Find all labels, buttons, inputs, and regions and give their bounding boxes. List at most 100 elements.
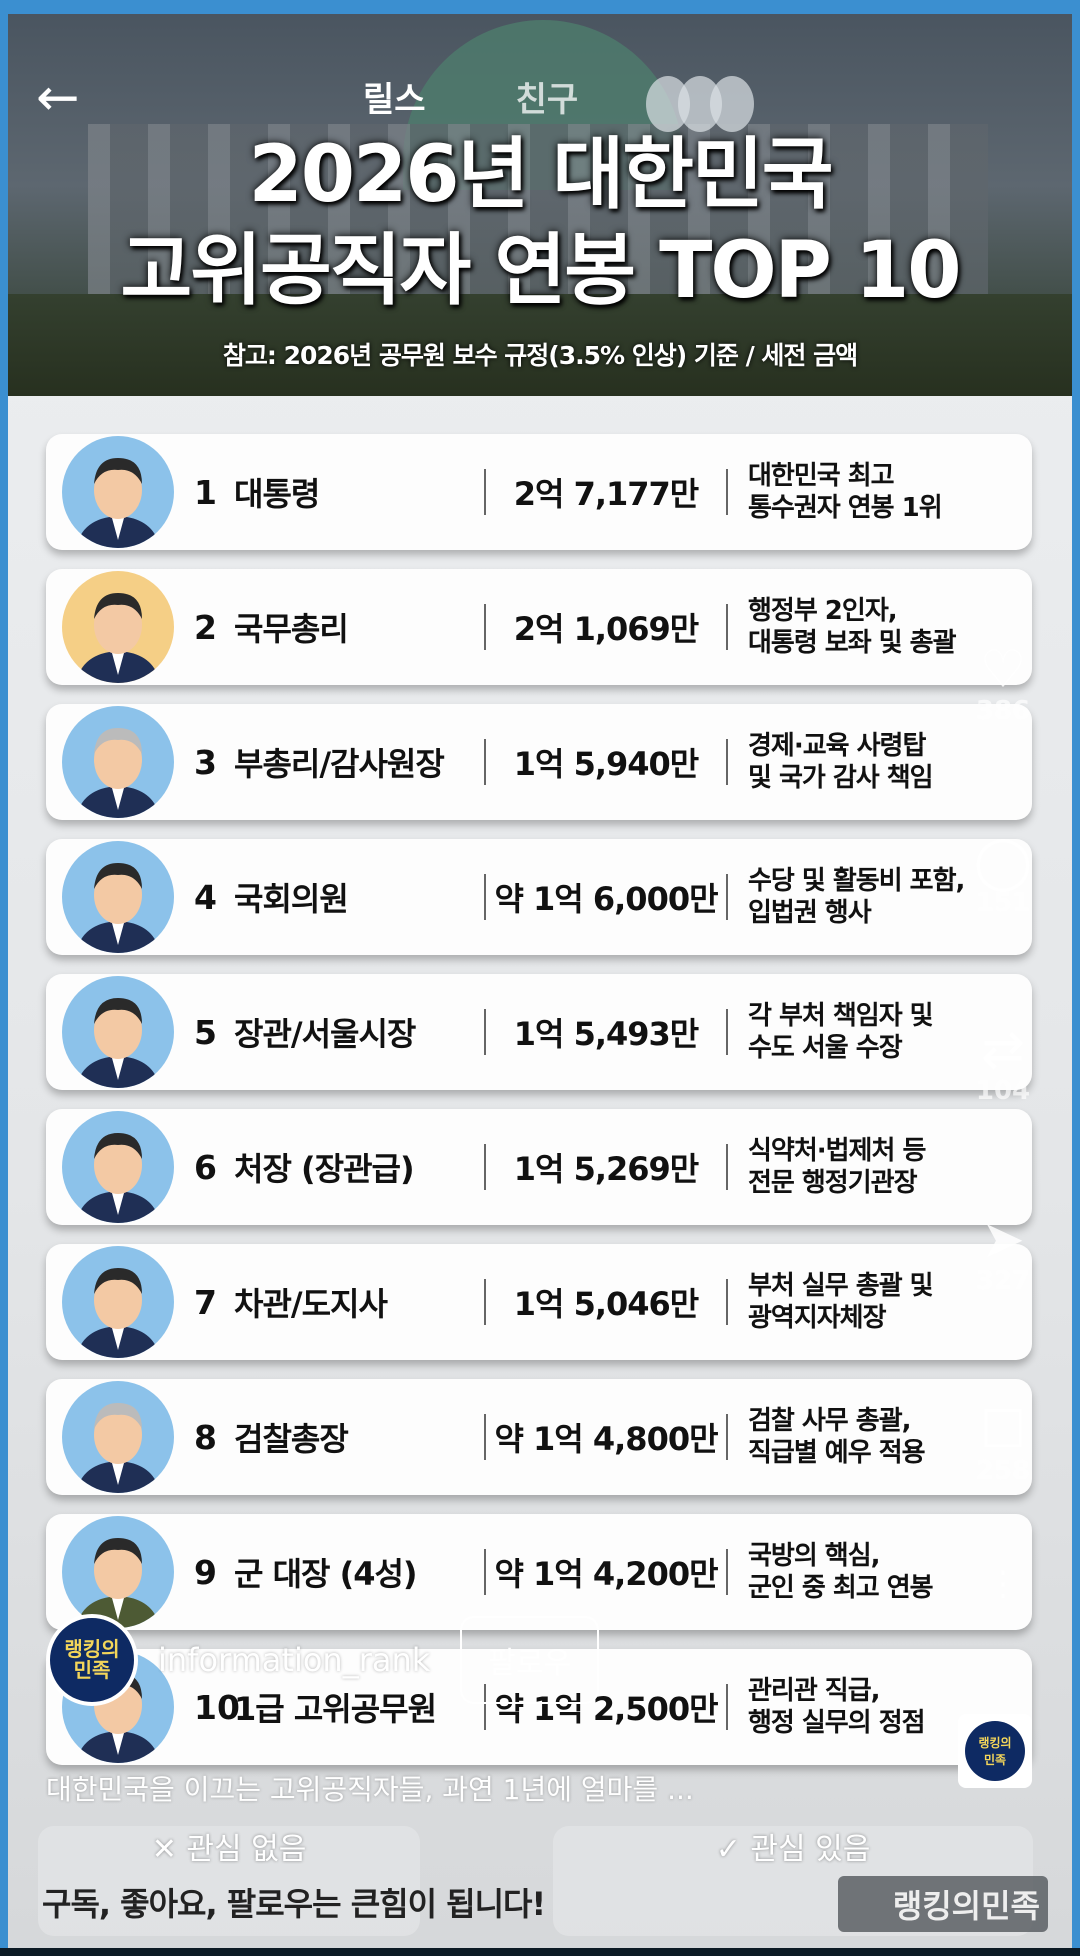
divider xyxy=(484,469,486,515)
salary: 1억 5,269만 xyxy=(513,1150,700,1188)
description: 국방의 핵심, 군인 중 최고 연봉 xyxy=(748,1540,934,1605)
like-button[interactable]: ♡ 386 xyxy=(963,644,1043,726)
salary: 2억 1,069만 xyxy=(513,610,700,648)
not-interested-button[interactable]: ✕ 관심 없음 xyxy=(38,1826,420,1936)
repost-button[interactable]: ⇄ 104 xyxy=(963,1024,1043,1106)
salary: 2억 7,177만 xyxy=(513,475,700,513)
rank-number: 5 xyxy=(194,1012,217,1052)
subtitle: 참고: 2026년 공무원 보수 규정(3.5% 인상) 기준 / 세전 금액 xyxy=(222,341,858,370)
description-line-2: 대통령 보좌 및 총괄 xyxy=(748,628,957,658)
divider xyxy=(484,1279,486,1325)
divider xyxy=(726,1684,728,1730)
ranking-row: 8 검찰총장 약 1억 4,800만 검찰 사무 총괄, 직급별 예우 적용 xyxy=(46,1379,1032,1495)
audio-thumbnail[interactable]: 랭킹의 민족 xyxy=(958,1714,1032,1788)
description: 행정부 2인자, 대통령 보좌 및 총괄 xyxy=(748,595,957,660)
comment-button[interactable]: ◯ 151 xyxy=(963,836,1043,918)
salary: 약 1억 2,500만 xyxy=(494,1690,718,1728)
divider xyxy=(484,874,486,920)
share-count: 327 xyxy=(975,1266,1031,1296)
official-avatar xyxy=(62,976,174,1088)
description-line-2: 및 국가 감사 책임 xyxy=(748,763,934,793)
more-options-icon[interactable]: ⋮ xyxy=(986,1564,1020,1604)
ranking-row: 6 처장 (장관급) 1억 5,269만 식약처·법제처 등 전문 행정기관장 xyxy=(46,1109,1032,1225)
repost-count: 104 xyxy=(975,1076,1031,1106)
audio-logo-top: 랭킹의 xyxy=(978,1736,1012,1750)
official-avatar xyxy=(62,436,174,548)
position-title: 차관/도지사 xyxy=(234,1285,388,1323)
ranking-row: 9 군 대장 (4성) 약 1억 4,200만 국방의 핵심, 군인 중 최고 연… xyxy=(46,1514,1032,1630)
divider xyxy=(726,469,728,515)
description-line-2: 전문 행정기관장 xyxy=(748,1168,918,1198)
not-interested-label: 관심 없음 xyxy=(186,1832,307,1867)
official-avatar xyxy=(62,1111,174,1223)
rank-number: 1 xyxy=(194,472,217,512)
like-count: 386 xyxy=(975,696,1031,726)
divider xyxy=(484,1009,486,1055)
share-button[interactable]: ➤ 327 xyxy=(963,1214,1043,1296)
save-count: 258 xyxy=(975,1456,1031,1486)
divider xyxy=(484,604,486,650)
rank-number: 10 xyxy=(194,1687,240,1727)
ranking-row: 3 부총리/감사원장 1억 5,940만 경제·교육 사령탑 및 국가 감사 책임 xyxy=(46,704,1032,820)
description: 식약처·법제처 등 전문 행정기관장 xyxy=(748,1135,926,1200)
username[interactable]: information_rank xyxy=(158,1641,431,1679)
divider xyxy=(484,1684,486,1730)
divider xyxy=(484,1414,486,1460)
description: 수당 및 활동비 포함, 입법권 행사 xyxy=(748,865,965,930)
description-line-2: 수도 서울 수장 xyxy=(748,1033,903,1063)
position-title: 군 대장 (4성) xyxy=(234,1555,418,1593)
description-line-1: 각 부처 책임자 및 xyxy=(748,1000,934,1031)
description-line-2: 광역지자체장 xyxy=(748,1303,887,1333)
follow-button[interactable]: 팔로우 xyxy=(460,1616,600,1704)
close-icon: ✕ xyxy=(151,1832,187,1867)
comment-count: 151 xyxy=(975,888,1031,918)
logo-text-bottom: 민족 xyxy=(73,1658,111,1682)
salary: 1억 5,046만 xyxy=(513,1285,700,1323)
description: 경제·교육 사령탑 및 국가 감사 책임 xyxy=(748,730,934,795)
description-line-1: 경제·교육 사령탑 xyxy=(748,730,926,761)
save-button[interactable]: ☐ 258 xyxy=(963,1404,1043,1486)
description-line-2: 행정 실무의 정점 xyxy=(748,1708,926,1738)
divider xyxy=(484,1549,486,1595)
caption[interactable]: 대한민국을 이끄는 고위공직자들, 과연 1년에 얼마를 ... xyxy=(46,1773,694,1806)
official-avatar xyxy=(62,706,174,818)
title-line-1: 2026년 대한민국 xyxy=(248,130,833,220)
description-line-1: 대한민국 최고 xyxy=(748,460,895,491)
rank-number: 2 xyxy=(194,607,217,647)
description-line-1: 검찰 사무 총괄, xyxy=(748,1405,912,1436)
brand-watermark: 랭킹의민족 xyxy=(838,1876,1048,1932)
rank-number: 4 xyxy=(194,877,217,917)
rank-number: 7 xyxy=(194,1282,217,1322)
official-avatar xyxy=(62,841,174,953)
description-line-1: 부처 실무 총괄 및 xyxy=(748,1270,934,1301)
salary: 약 1억 4,800만 xyxy=(494,1420,718,1458)
position-title: 부총리/감사원장 xyxy=(234,745,445,783)
description: 관리관 직급, 행정 실무의 정점 xyxy=(748,1675,926,1740)
official-avatar xyxy=(62,571,174,683)
description: 각 부처 책임자 및 수도 서울 수장 xyxy=(748,1000,934,1065)
ranking-row: 10 1급 고위공무원 약 1억 2,500만 관리관 직급, 행정 실무의 정점 xyxy=(46,1649,1032,1765)
friend-avatars[interactable] xyxy=(646,76,754,136)
tab-reels[interactable]: 릴스 xyxy=(363,80,426,120)
description-line-1: 행정부 2인자, xyxy=(748,595,898,626)
divider xyxy=(726,739,728,785)
top-tabs: 릴스 친구 xyxy=(363,72,668,121)
divider xyxy=(726,1549,728,1595)
logo-text-top: 랭킹의 xyxy=(64,1637,120,1661)
divider xyxy=(484,1144,486,1190)
heart-icon: ♡ xyxy=(979,640,1027,700)
salary: 1억 5,940만 xyxy=(513,745,700,783)
rank-number: 3 xyxy=(194,742,217,782)
arrow-left-icon[interactable]: ← xyxy=(36,68,80,128)
user-avatar[interactable]: 랭킹의 민족 xyxy=(46,1614,138,1706)
ranking-row: 5 장관/서울시장 1억 5,493만 각 부처 책임자 및 수도 서울 수장 xyxy=(46,974,1032,1090)
hero-banner: 2026년 대한민국 고위공직자 연봉 TOP 10 참고: 2026년 공무원… xyxy=(8,14,1072,396)
description-line-2: 군인 중 최고 연봉 xyxy=(748,1573,934,1603)
bookmark-icon: ☐ xyxy=(979,1400,1027,1460)
send-icon: ➤ xyxy=(981,1210,1025,1270)
position-title: 처장 (장관급) xyxy=(234,1150,415,1188)
tab-friends[interactable]: 친구 xyxy=(515,80,579,120)
official-avatar xyxy=(62,1516,174,1628)
description-line-2: 직급별 예우 적용 xyxy=(748,1438,926,1468)
footer-text: 구독, 좋아요, 팔로우는 큰힘이 됩니다! xyxy=(42,1885,546,1923)
